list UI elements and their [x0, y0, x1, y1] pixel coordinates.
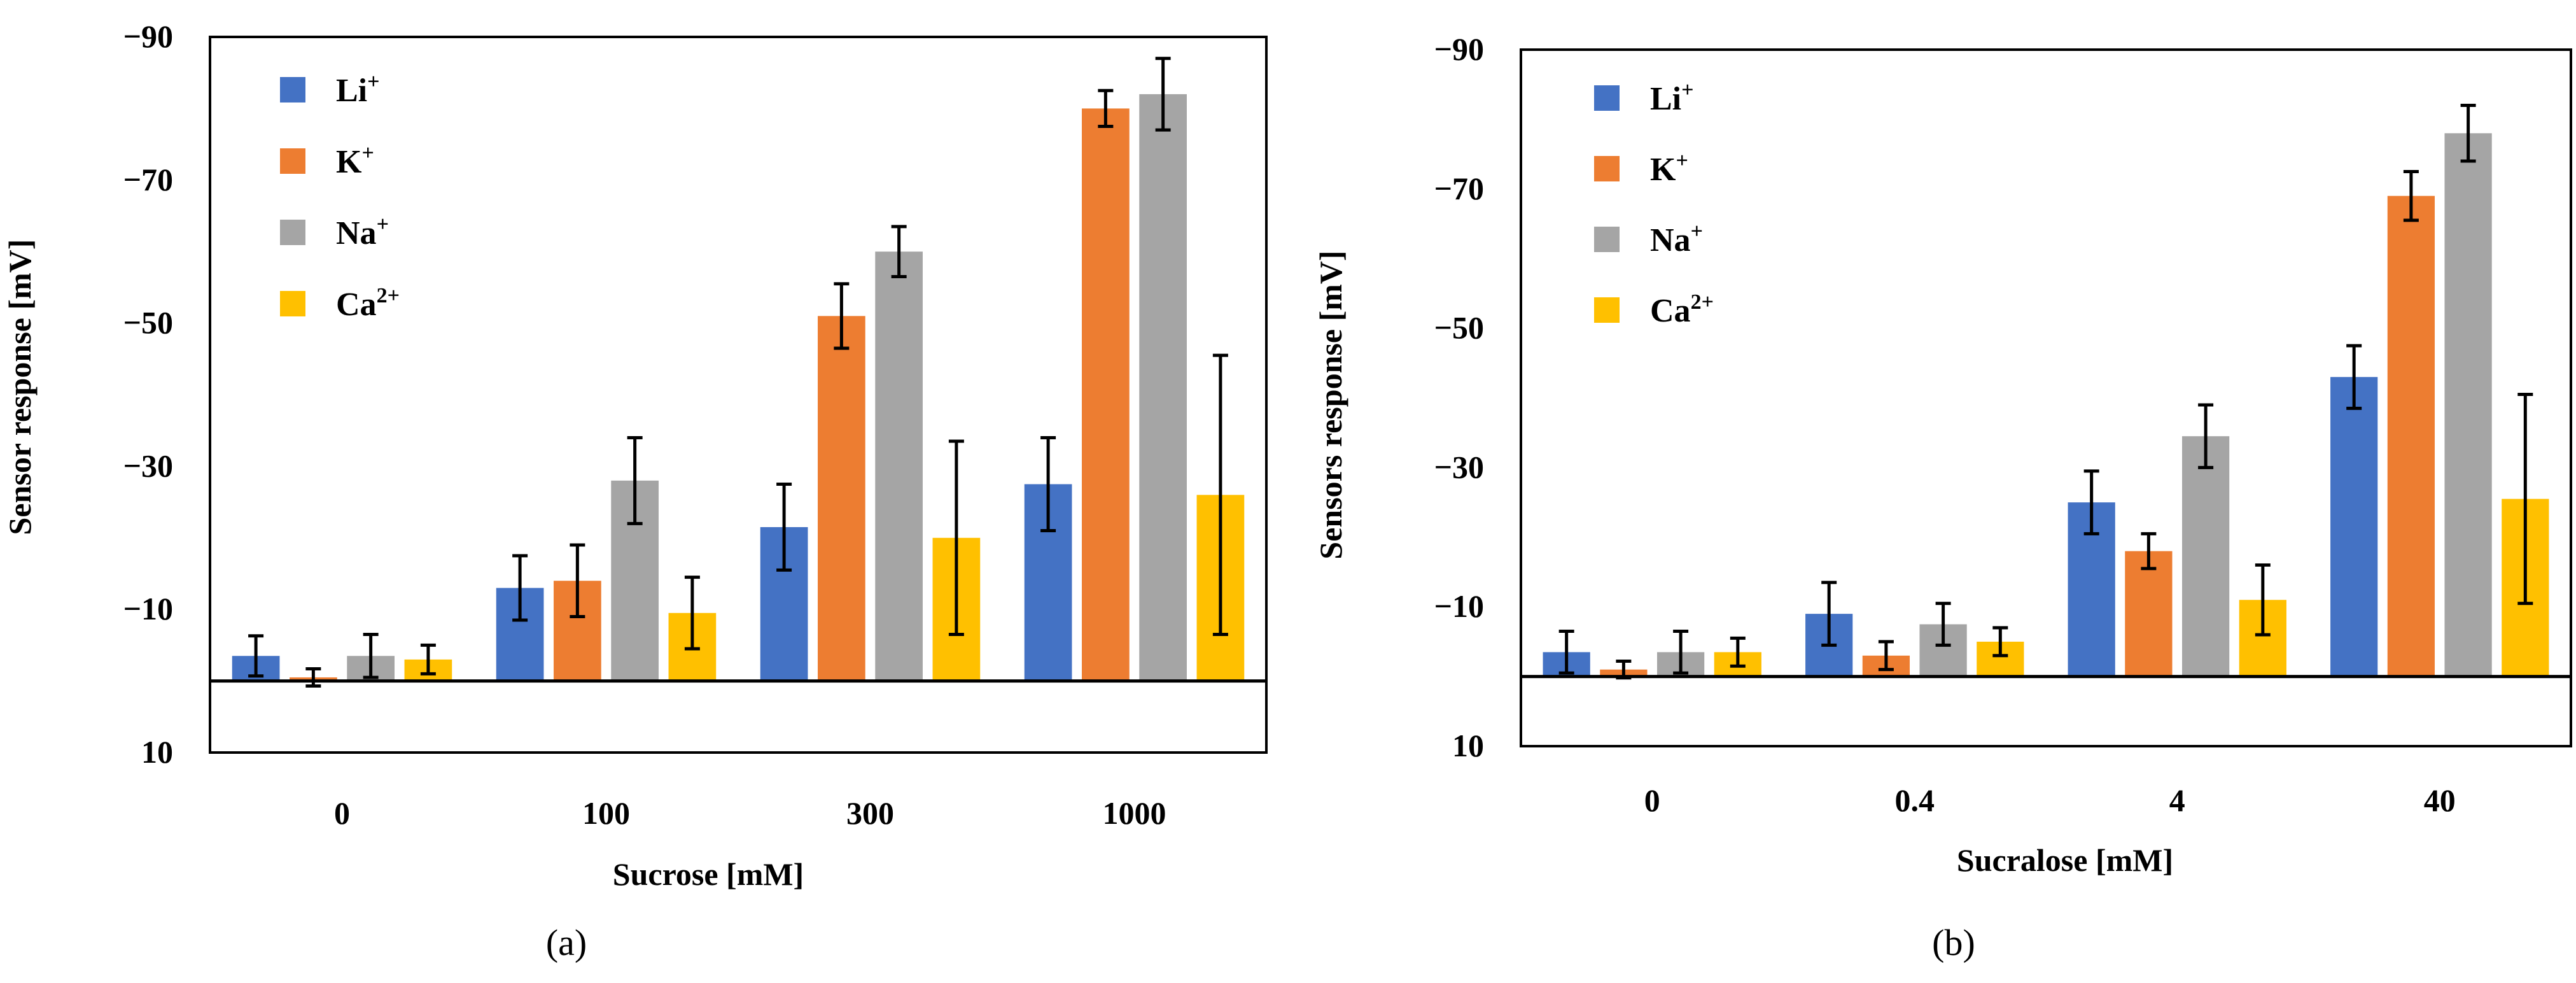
- x-tick-label: 40: [2424, 782, 2456, 818]
- error-bar: [1558, 629, 1574, 675]
- legend-label: Na+: [1650, 220, 1703, 258]
- bar: [2181, 436, 2230, 677]
- error-bar: [1098, 88, 1114, 128]
- error-bar: [1992, 626, 2008, 658]
- y-tick-label: 10: [141, 734, 173, 770]
- bar: [2330, 377, 2378, 677]
- legend-label: Ca2+: [336, 284, 400, 323]
- y-tick-label: −10: [1434, 588, 1485, 624]
- error-bar: [363, 633, 379, 679]
- legend-label: Ca2+: [1650, 290, 1714, 329]
- error-bar: [2255, 563, 2271, 637]
- plot-frame: [209, 36, 1268, 754]
- error-bar: [570, 543, 585, 618]
- y-tick-label: −10: [123, 591, 174, 626]
- legend-swatch: [1594, 297, 1620, 323]
- error-bar: [1212, 353, 1228, 637]
- panel-label: (a): [546, 922, 587, 963]
- x-axis-label: Sucrose [mM]: [613, 856, 804, 892]
- legend-label: K+: [336, 141, 374, 180]
- chart-panel-b: Sensors response [mV] Sucralose [mM] (b)…: [1313, 31, 2572, 963]
- error-bar: [1155, 57, 1171, 132]
- x-tick-label: 1000: [1103, 795, 1166, 831]
- error-bar: [891, 225, 907, 279]
- bar: [1139, 94, 1187, 681]
- error-bar: [948, 439, 964, 637]
- error-bar: [2083, 469, 2099, 535]
- legend-label: Li+: [1650, 78, 1694, 117]
- legend-label: K+: [1650, 149, 1688, 188]
- legend-swatch: [280, 291, 305, 316]
- x-tick-label: 4: [2169, 782, 2185, 818]
- y-tick-label: −30: [1434, 449, 1485, 484]
- y-tick-label: −50: [123, 305, 174, 341]
- bar: [875, 251, 923, 681]
- error-bar: [420, 643, 436, 675]
- error-bar: [512, 554, 528, 622]
- chart-panel-a: Sensor response [mV] Sucrose [mM] (a) 10…: [2, 18, 1268, 963]
- legend-label: Na+: [336, 213, 389, 251]
- bar: [818, 316, 865, 681]
- plot-frame: [1520, 48, 2572, 747]
- error-bar: [2198, 403, 2214, 469]
- error-bar: [627, 435, 643, 525]
- y-tick-label: −70: [1434, 171, 1485, 206]
- panel-label: (b): [1932, 922, 1975, 963]
- error-bar: [834, 282, 850, 350]
- legend-label: Li+: [336, 70, 380, 109]
- x-axis-label: Sucralose [mM]: [1957, 842, 2173, 878]
- error-bar: [1878, 640, 1894, 672]
- x-tick-label: 0: [1644, 782, 1660, 818]
- error-bar: [1730, 636, 1746, 668]
- bar: [2387, 195, 2435, 677]
- bar: [1082, 108, 1130, 681]
- error-bar: [1040, 435, 1056, 533]
- y-axis-label: Sensors response [mV]: [1313, 250, 1348, 559]
- y-tick-label: −90: [1434, 31, 1485, 67]
- x-tick-label: 0: [334, 795, 350, 831]
- legend-swatch: [280, 220, 305, 245]
- error-bar: [2141, 532, 2157, 570]
- y-tick-label: −70: [123, 162, 174, 197]
- error-bar: [684, 576, 700, 651]
- error-bar: [2517, 393, 2533, 605]
- error-bar: [1935, 602, 1951, 647]
- legend-swatch: [280, 77, 305, 103]
- y-tick-label: −90: [123, 18, 174, 54]
- bar: [2444, 133, 2492, 677]
- error-bar: [1673, 629, 1689, 675]
- error-bar: [776, 483, 792, 572]
- error-bar: [305, 667, 321, 688]
- error-bar: [2403, 169, 2419, 222]
- legend-swatch: [1594, 227, 1620, 252]
- legend-swatch: [1594, 85, 1620, 111]
- legend-swatch: [1594, 156, 1620, 181]
- x-tick-label: 300: [846, 795, 894, 831]
- y-tick-label: −30: [123, 448, 174, 483]
- error-bar: [2346, 344, 2362, 410]
- x-tick-label: 100: [582, 795, 630, 831]
- error-bar: [1821, 581, 1837, 647]
- bar: [2125, 551, 2173, 677]
- y-tick-label: −50: [1434, 310, 1485, 346]
- y-tick-label: 10: [1452, 728, 1484, 763]
- x-tick-label: 0.4: [1895, 782, 1935, 818]
- y-axis-label: Sensor response [mV]: [2, 239, 38, 535]
- error-bar: [248, 634, 264, 678]
- error-bar: [2460, 104, 2476, 163]
- legend-swatch: [280, 148, 305, 174]
